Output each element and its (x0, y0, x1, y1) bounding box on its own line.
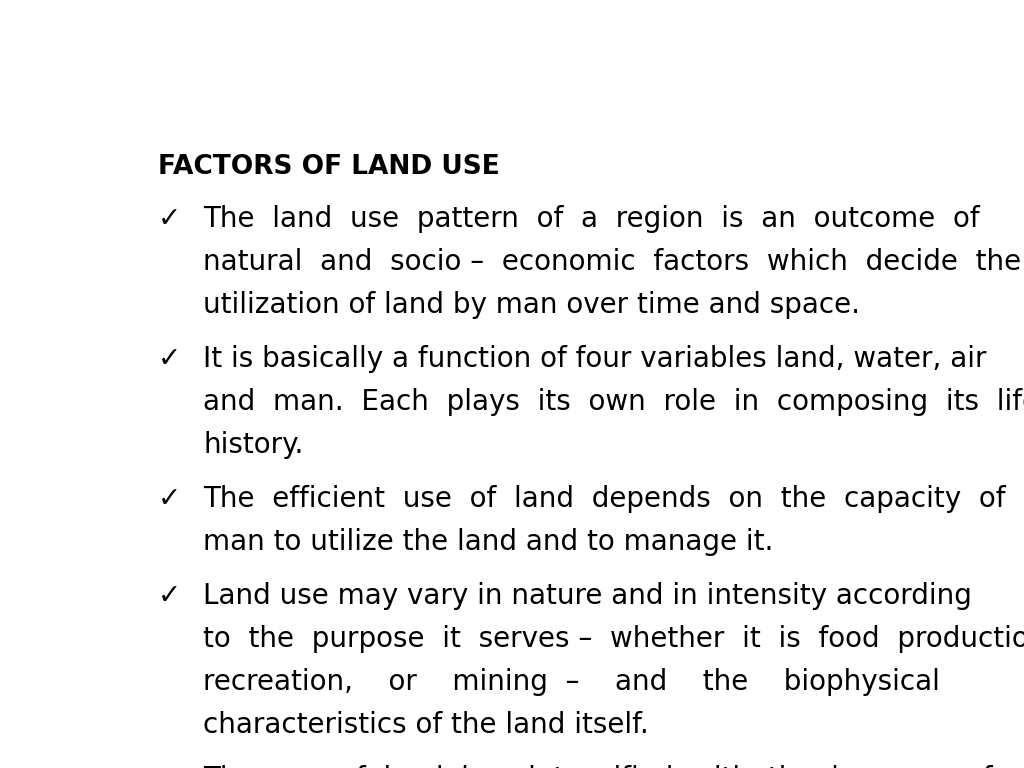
Text: ✓: ✓ (158, 204, 181, 233)
Text: The  use  of  land  has  intensified  with  the  increase  of: The use of land has intensified with the… (204, 765, 993, 768)
Text: It is basically a function of four variables land, water, air: It is basically a function of four varia… (204, 345, 987, 372)
Text: and  man.  Each  plays  its  own  role  in  composing  its  life: and man. Each plays its own role in comp… (204, 388, 1024, 415)
Text: utilization of land by man over time and space.: utilization of land by man over time and… (204, 291, 860, 319)
Text: ✓: ✓ (158, 765, 181, 768)
Text: FACTORS OF LAND USE: FACTORS OF LAND USE (158, 154, 500, 180)
Text: natural  and  socio –  economic  factors  which  decide  the: natural and socio – economic factors whi… (204, 248, 1022, 276)
Text: man to utilize the land and to manage it.: man to utilize the land and to manage it… (204, 528, 774, 556)
Text: ✓: ✓ (158, 485, 181, 513)
Text: ✓: ✓ (158, 345, 181, 372)
Text: ✓: ✓ (158, 582, 181, 610)
Text: The  land  use  pattern  of  a  region  is  an  outcome  of: The land use pattern of a region is an o… (204, 204, 980, 233)
Text: to  the  purpose  it  serves –  whether  it  is  food  production,: to the purpose it serves – whether it is… (204, 625, 1024, 653)
Text: The  efficient  use  of  land  depends  on  the  capacity  of: The efficient use of land depends on the… (204, 485, 1006, 513)
Text: history.: history. (204, 431, 304, 459)
Text: characteristics of the land itself.: characteristics of the land itself. (204, 711, 649, 740)
Text: recreation,    or    mining  –    and    the    biophysical: recreation, or mining – and the biophysi… (204, 668, 940, 696)
Text: Land use may vary in nature and in intensity according: Land use may vary in nature and in inten… (204, 582, 972, 610)
